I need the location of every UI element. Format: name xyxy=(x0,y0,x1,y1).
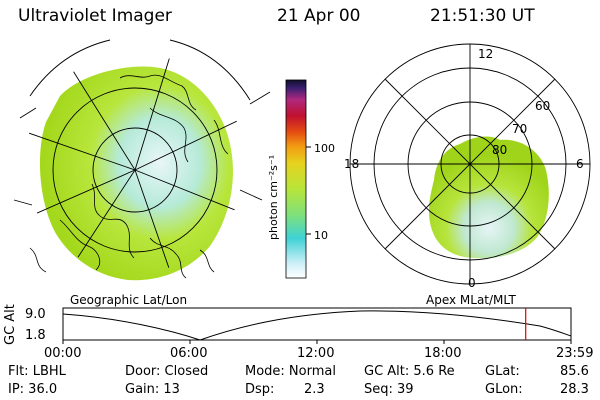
date-label: 21 Apr 00 xyxy=(277,6,361,26)
glon-label: GLon: xyxy=(485,382,523,397)
mlat-label-80: 80 xyxy=(492,143,507,157)
grid-outer-arcs xyxy=(13,39,271,206)
x-tick-1200: 12:00 xyxy=(297,346,335,361)
altitude-ymin-label: 1.8 xyxy=(25,328,46,343)
x-tick-2359: 23:59 xyxy=(556,346,594,361)
altitude-curve xyxy=(62,310,572,341)
seq-info: Seq: 39 xyxy=(364,382,414,397)
ip-info: IP: 36.0 xyxy=(8,382,58,397)
auroral-oval-right xyxy=(428,136,549,259)
right-panel-label: Apex MLat/MLT xyxy=(426,293,516,307)
mlt-label-12: 12 xyxy=(478,47,493,61)
altitude-ylabel: GC Alt xyxy=(3,304,18,345)
colorbar-tick-100: 100 xyxy=(314,142,335,155)
colorbar-scale xyxy=(285,79,307,279)
door-info: Door: Closed xyxy=(125,364,209,379)
mlt-meridians xyxy=(350,44,590,284)
colorbar-tick-10: 10 xyxy=(314,229,328,242)
glat-label: GLat: xyxy=(485,364,520,379)
mlat-label-60: 60 xyxy=(535,99,550,113)
gain-info: Gain: 13 xyxy=(125,382,180,397)
x-tick-0000: 00:00 xyxy=(44,346,82,361)
time-label: 21:51:30 UT xyxy=(430,6,535,26)
gc-alt-info: GC Alt: 5.6 Re xyxy=(364,364,455,379)
mlt-label-0: 0 xyxy=(468,276,476,290)
magnetic-polar-plot xyxy=(349,43,591,285)
colorbar-unit-label: photon cm⁻²s⁻¹ xyxy=(267,155,280,240)
altitude-plot xyxy=(62,307,572,344)
mlt-label-6: 6 xyxy=(576,157,584,171)
dsp-value: 2.3 xyxy=(304,382,325,397)
x-tick-1800: 18:00 xyxy=(424,346,462,361)
mode-info: Mode: Normal xyxy=(245,364,336,379)
glon-value: 28.3 xyxy=(560,382,589,397)
mlat-label-70: 70 xyxy=(512,122,527,136)
dsp-label: Dsp: xyxy=(245,382,275,397)
geographic-map xyxy=(13,39,271,281)
colorbar: 100 10 photon cm⁻²s⁻¹ xyxy=(267,79,335,279)
left-panel-label: Geographic Lat/Lon xyxy=(70,293,187,307)
app-title: Ultraviolet Imager xyxy=(18,6,172,26)
mlt-label-18: 18 xyxy=(344,157,359,171)
x-tick-0600: 06:00 xyxy=(170,346,208,361)
altitude-ymax-label: 9.0 xyxy=(25,307,46,322)
coastlines xyxy=(29,74,229,279)
filter-info: Flt: LBHL xyxy=(8,364,66,379)
glat-value: 85.6 xyxy=(560,364,589,379)
